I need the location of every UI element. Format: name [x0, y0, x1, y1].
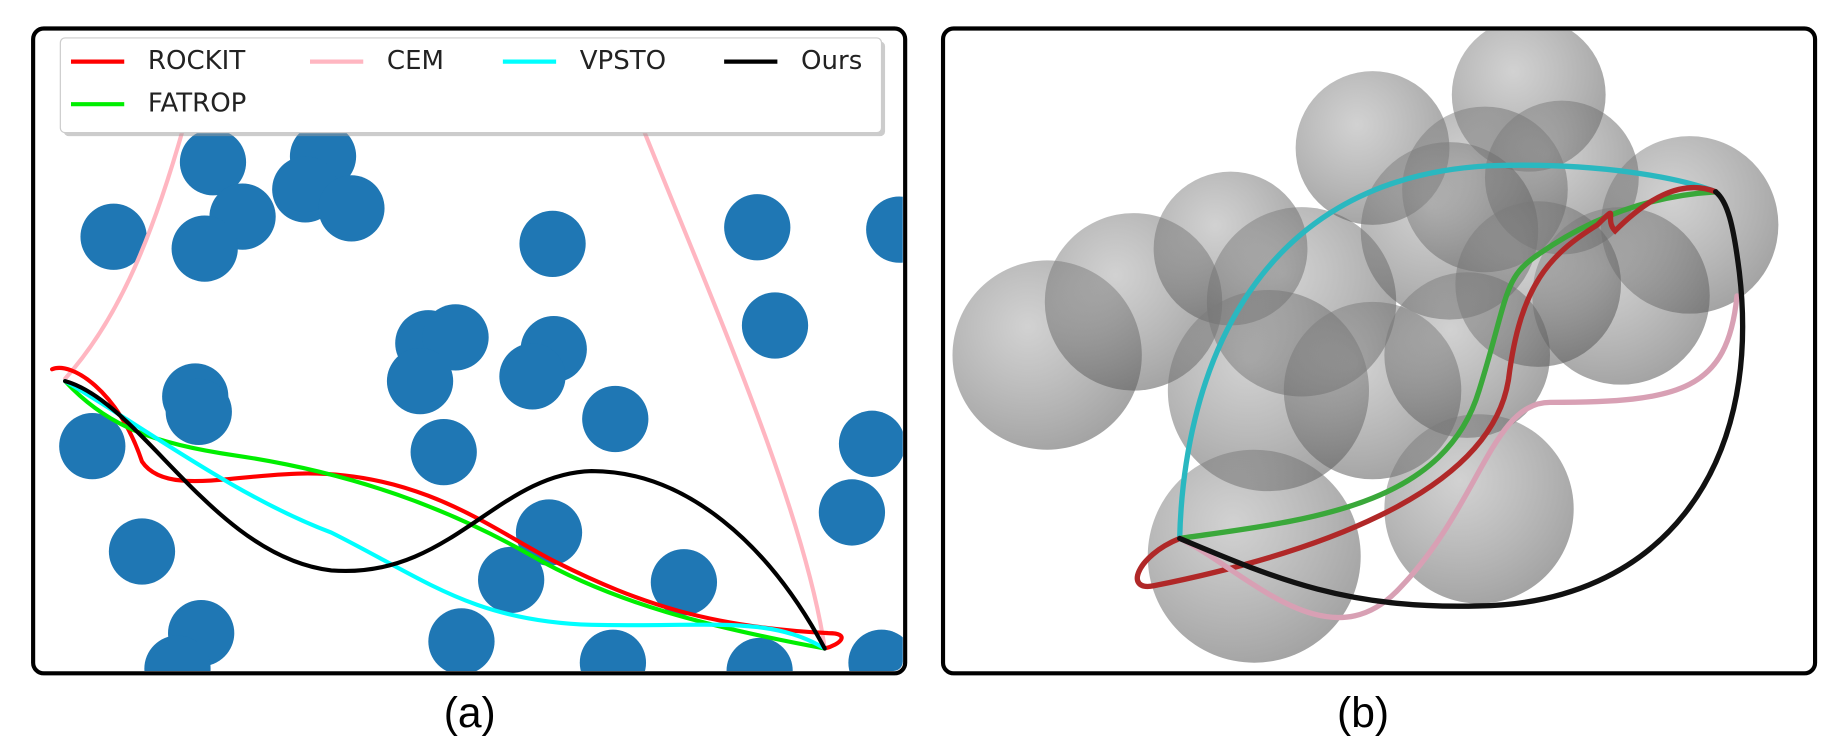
cem-path [63, 104, 192, 381]
obstacle [866, 196, 903, 263]
ours-path [1177, 189, 1746, 609]
ours-path [63, 379, 827, 651]
obstacle [818, 479, 886, 546]
vpsto-path [63, 379, 827, 651]
cem-path [1177, 293, 1740, 621]
obstacle [171, 215, 238, 282]
panel-b [940, 26, 1818, 676]
obstacle [179, 129, 247, 196]
obstacle [59, 413, 126, 480]
obstacle [422, 304, 489, 371]
caption: (b) [1337, 689, 1389, 737]
obstacle [741, 292, 809, 359]
sphere [1384, 272, 1551, 438]
obstacle [848, 629, 903, 671]
legend-label: ROCKIT [148, 46, 245, 76]
obstacle [499, 343, 566, 410]
panel-a: ROCKIT CEM VPSTO Ours FATROP [31, 26, 908, 676]
obstacle [428, 608, 495, 671]
caption: (a) [444, 689, 496, 737]
obstacle [726, 637, 793, 671]
obstacle [478, 546, 545, 614]
obstacles [59, 123, 903, 671]
obstacle [410, 418, 477, 486]
obstacle [318, 175, 385, 242]
trajectories-3d [1134, 162, 1746, 621]
obstacle [144, 635, 211, 671]
vpsto-path [1177, 162, 1719, 542]
spheres [952, 30, 1779, 663]
panel-border [31, 26, 908, 676]
obstacle [838, 410, 903, 477]
obstacle [582, 385, 649, 453]
obstacle [165, 378, 232, 445]
obstacle [108, 518, 176, 585]
rockit-path [1134, 185, 1719, 590]
obstacle [80, 203, 147, 270]
rockit-path [49, 365, 844, 651]
legend-label: VPSTO [580, 46, 666, 76]
sphere [1147, 449, 1361, 663]
legend: ROCKIT CEM VPSTO Ours FATROP [70, 46, 862, 119]
legend-label: CEM [387, 46, 444, 76]
start-marker [35, 447, 48, 460]
legend-box [59, 37, 883, 134]
obstacle [519, 210, 586, 277]
obstacle [386, 347, 454, 415]
legend-label: FATROP [148, 89, 246, 119]
obstacle [579, 629, 647, 671]
legend-label: Ours [801, 46, 862, 76]
cem-path [636, 116, 827, 651]
fatrop-path [1177, 189, 1719, 542]
panel-border [940, 26, 1818, 676]
obstacle [650, 549, 718, 616]
trajectories [49, 104, 844, 651]
obstacle [724, 194, 791, 261]
